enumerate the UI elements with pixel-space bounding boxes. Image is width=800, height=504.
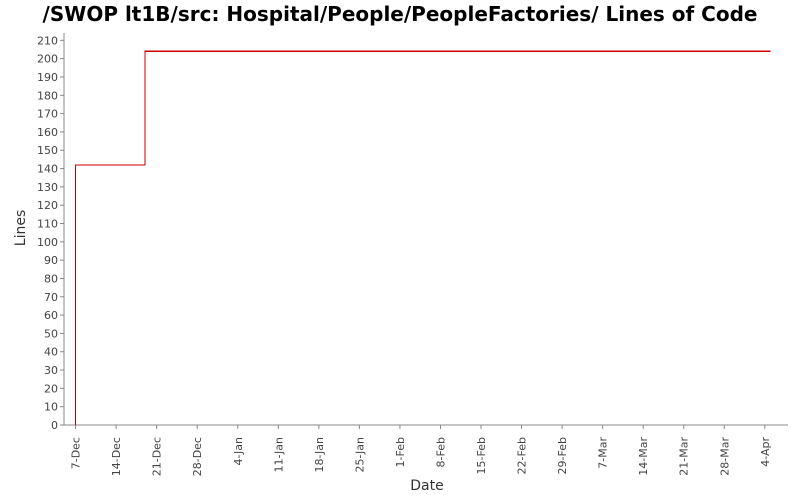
y-tick-label: 200 [37,53,58,66]
x-tick-label: 21-Dec [151,437,164,476]
y-tick-label: 150 [37,144,58,157]
x-tick-label: 4-Apr [759,437,772,467]
y-tick-label: 190 [37,71,58,84]
x-tick-label: 7-Mar [597,437,610,469]
y-tick-label: 80 [44,272,58,285]
y-tick-label: 0 [51,419,58,432]
x-tick-label: 14-Dec [110,437,123,476]
y-tick-label: 60 [44,309,58,322]
y-tick-label: 170 [37,108,58,121]
x-tick-label: 4-Jan [232,437,245,466]
y-tick-label: 20 [44,382,58,395]
y-tick-label: 30 [44,364,58,377]
y-tick-label: 140 [37,163,58,176]
y-tick-label: 100 [37,236,58,249]
x-tick-label: 29-Feb [556,437,569,474]
plot-background [64,33,788,425]
x-tick-label: 28-Mar [718,437,731,476]
y-tick-label: 210 [37,34,58,47]
x-tick-label: 15-Feb [475,437,488,474]
y-tick-label: 130 [37,181,58,194]
y-tick-label: 50 [44,327,58,340]
y-tick-label: 70 [44,291,58,304]
x-tick-label: 28-Dec [191,437,204,476]
x-tick-label: 8-Feb [434,437,447,467]
x-tick-label: 21-Mar [678,437,691,476]
x-tick-label: 1-Feb [394,437,407,467]
y-tick-label: 90 [44,254,58,267]
x-tick-label: 25-Jan [353,437,366,473]
y-tick-label: 40 [44,346,58,359]
x-tick-label: 14-Mar [637,437,650,476]
chart-title: /SWOP lt1B/src: Hospital/People/PeopleFa… [43,2,758,26]
plot-area: 0 10 20 30 40 50 60 70 80 90 100 110 120 130 140 150 160… [37,33,788,476]
x-axis-title: Date [410,478,443,494]
y-tick-label: 10 [44,401,58,414]
y-tick-label: 120 [37,199,58,212]
y-tick-label: 110 [37,218,58,231]
x-tick-label: 7-Dec [70,437,83,469]
y-axis-title: Lines [13,210,29,246]
series-line [74,50,771,425]
x-tick-label: 18-Jan [313,437,326,473]
y-tick-label: 160 [37,126,58,139]
y-tick-label: 180 [37,89,58,102]
x-tick-label: 11-Jan [272,437,285,473]
x-tick-label: 22-Feb [516,437,529,474]
